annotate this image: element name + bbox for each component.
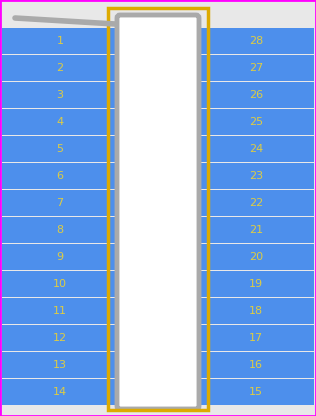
Text: 16: 16 (249, 360, 263, 370)
Bar (198, 352, 314, 378)
Bar (2, 271, 118, 297)
Bar (198, 55, 314, 81)
Text: 11: 11 (53, 306, 67, 316)
Text: 21: 21 (249, 225, 263, 235)
Bar (198, 136, 314, 162)
Bar (2, 352, 118, 378)
Bar (198, 190, 314, 216)
Bar (2, 55, 118, 81)
Text: 9: 9 (57, 252, 64, 262)
Bar (198, 298, 314, 324)
Bar (2, 298, 118, 324)
Bar (2, 244, 118, 270)
Bar (198, 325, 314, 351)
Text: 13: 13 (53, 360, 67, 370)
Bar (198, 82, 314, 108)
Text: 28: 28 (249, 36, 263, 46)
Text: 7: 7 (57, 198, 64, 208)
Bar (2, 109, 118, 135)
Text: 12: 12 (53, 333, 67, 343)
Text: 25: 25 (249, 117, 263, 127)
Text: 24: 24 (249, 144, 263, 154)
Bar (198, 271, 314, 297)
Text: 17: 17 (249, 333, 263, 343)
Bar (2, 28, 118, 54)
Text: 19: 19 (249, 279, 263, 289)
Bar (198, 109, 314, 135)
Bar (2, 217, 118, 243)
Text: 2: 2 (57, 63, 64, 73)
Text: 10: 10 (53, 279, 67, 289)
Bar (108, 8, 208, 410)
Text: 22: 22 (249, 198, 263, 208)
Text: 6: 6 (57, 171, 64, 181)
Bar (2, 190, 118, 216)
Text: 23: 23 (249, 171, 263, 181)
Bar (2, 163, 118, 189)
Bar (2, 325, 118, 351)
Text: 27: 27 (249, 63, 263, 73)
Bar (198, 244, 314, 270)
Text: 20: 20 (249, 252, 263, 262)
Bar (2, 82, 118, 108)
Text: 14: 14 (53, 387, 67, 397)
Text: 26: 26 (249, 90, 263, 100)
Text: 15: 15 (249, 387, 263, 397)
Bar (198, 163, 314, 189)
Text: 3: 3 (57, 90, 64, 100)
Bar (198, 217, 314, 243)
Bar (2, 379, 118, 405)
Bar (198, 28, 314, 54)
Bar (198, 379, 314, 405)
Text: 5: 5 (57, 144, 64, 154)
Text: 4: 4 (57, 117, 64, 127)
FancyBboxPatch shape (117, 15, 199, 409)
Text: 8: 8 (57, 225, 64, 235)
Bar (2, 136, 118, 162)
Text: 18: 18 (249, 306, 263, 316)
Text: 1: 1 (57, 36, 64, 46)
